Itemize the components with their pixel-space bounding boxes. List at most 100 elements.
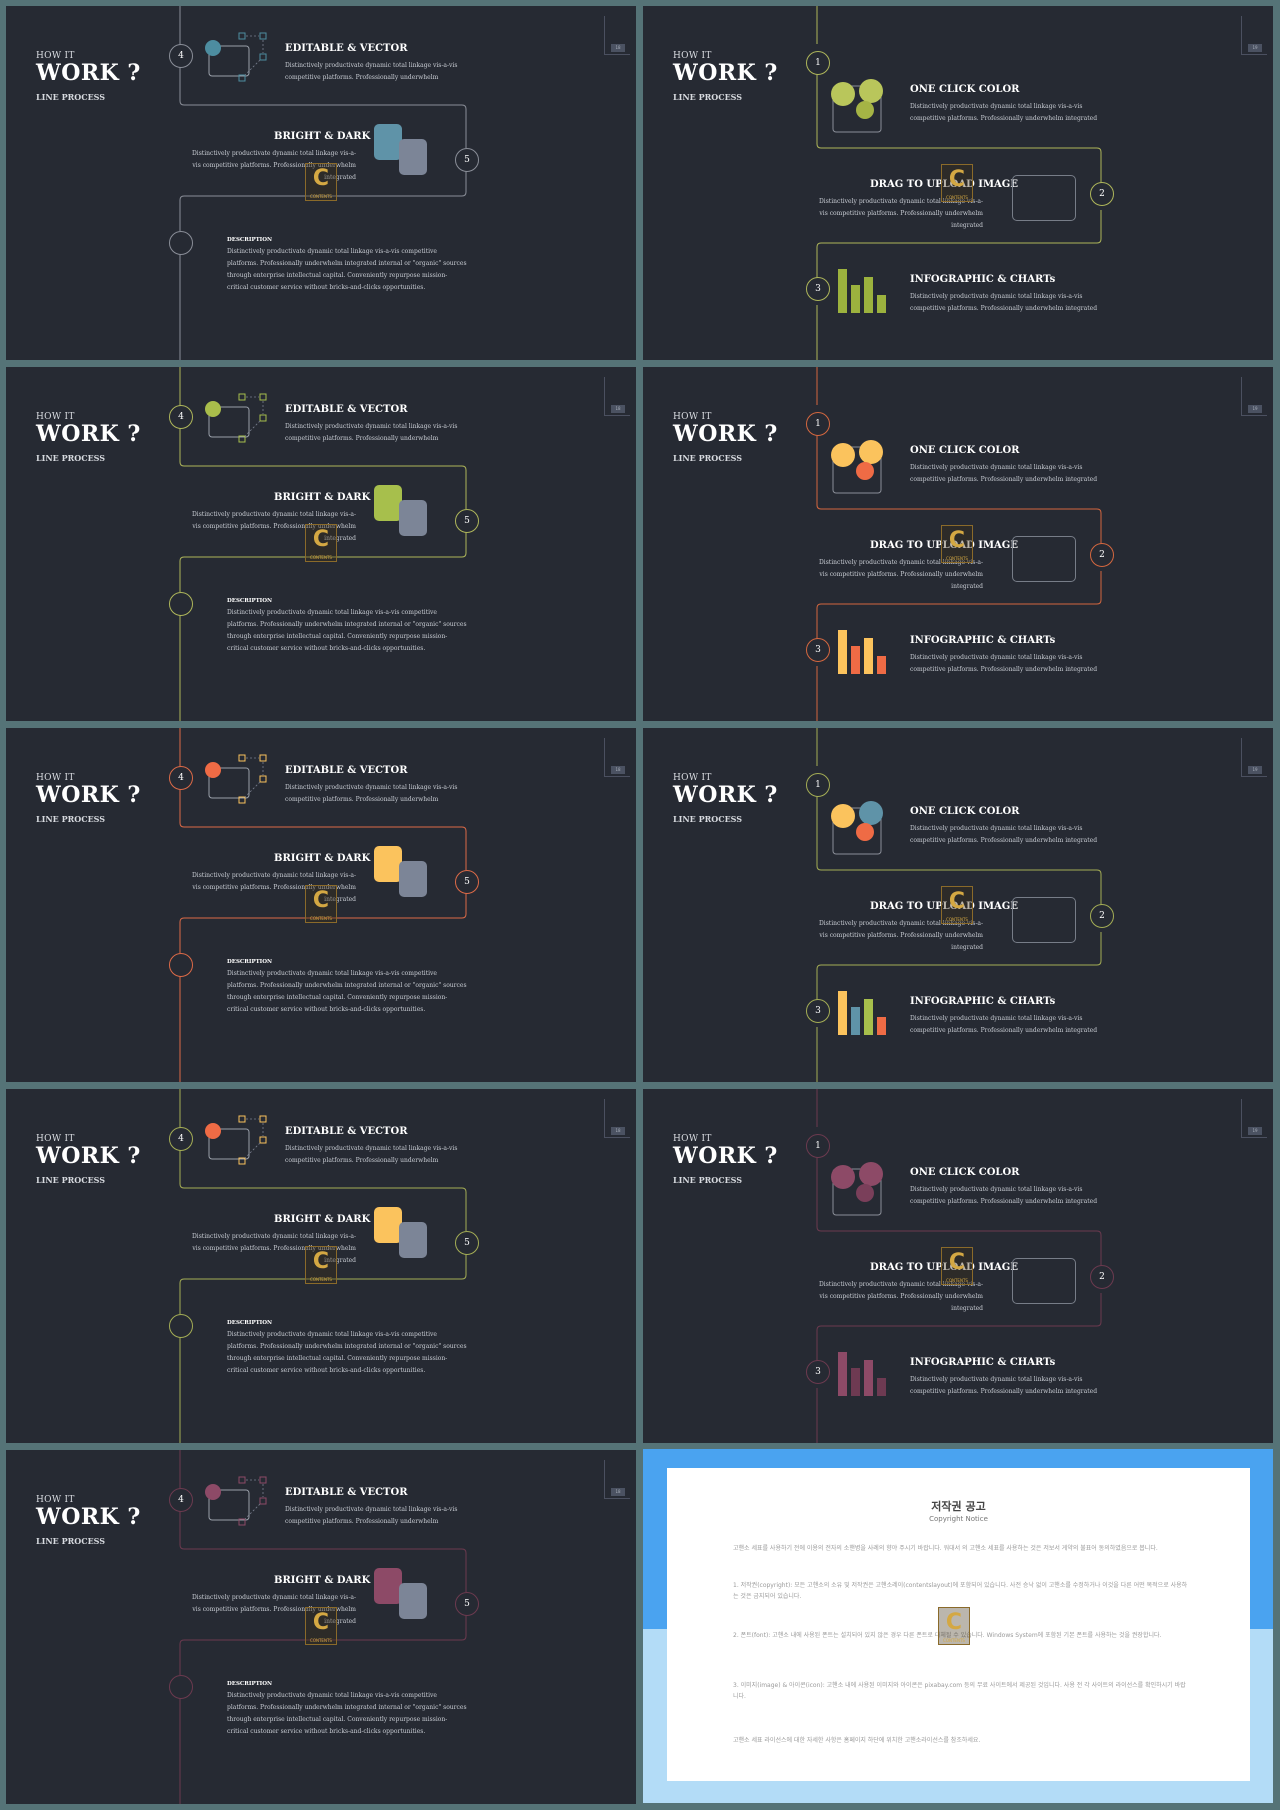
header-how-it: HOW IT [673,412,712,422]
image-upload-placeholder[interactable] [1012,536,1076,582]
step-circle-empty [169,1314,193,1338]
vector-handle-icon [238,754,246,762]
watermark-caption: CONTENTS [310,916,332,921]
feature-desc-one-click-color: Distinctively productivate dynamic total… [910,825,1098,844]
connector-line [816,1149,1102,1271]
corner-line-vertical [1241,1099,1242,1137]
corner-line-horizontal [1241,1137,1267,1138]
feature-title-drag-upload: DRAG TO UPLOAD IMAGE [870,540,1018,551]
process-lines [816,367,1102,721]
watermark-logo: C CONTENTS [305,1246,337,1284]
step-number-5: 5 [455,1592,479,1616]
step-number-1: 1 [806,1134,830,1158]
vector-frame-icon [208,1128,250,1160]
step-number-3: 3 [806,999,830,1023]
watermark-logo: C CONTENTS [941,525,973,563]
header-work-title: WORK ? [673,60,778,86]
corner-line-vertical [604,16,605,54]
corner-line-vertical [1241,738,1242,776]
watermark-logo: C CONTENTS [305,163,337,201]
vector-handle-icon [259,393,267,401]
feature-title-editable: EDITABLE & VECTOR [285,404,408,415]
process-lines [179,1089,467,1443]
vector-node-icon [205,40,221,56]
step-number-4: 4 [169,44,193,68]
watermark-caption: CONTENTS [943,1638,965,1643]
process-lines [179,367,467,721]
corner-line-horizontal [604,1498,630,1499]
feature-desc-editable: Distinctively productivate dynamic total… [285,423,458,442]
connector-line [816,932,1102,1005]
step-number-5: 5 [455,1231,479,1255]
feature-desc-editable: Distinctively productivate dynamic total… [285,62,458,81]
chart-bar-icon [851,1007,860,1035]
description-text: Distinctively productivate dynamic total… [227,1331,467,1374]
feature-title-bright-dark: BRIGHT & DARK [274,1214,371,1225]
color-dot-icon [831,443,855,467]
vector-node-icon [205,762,221,778]
feature-desc-infographic: Distinctively productivate dynamic total… [910,654,1098,673]
color-dot-icon [859,440,883,464]
watermark-letter: C [312,1249,330,1274]
feature-title-editable: EDITABLE & VECTOR [285,765,408,776]
corner-line-vertical [604,1099,605,1137]
header-work-title: WORK ? [673,421,778,447]
feature-title-bright-dark: BRIGHT & DARK [274,1575,371,1586]
feature-title-infographic: INFOGRAPHIC & CHARTs [910,635,1056,646]
watermark-letter: C [312,166,330,191]
step-circle-empty [169,1675,193,1699]
description-text: Distinctively productivate dynamic total… [227,1692,467,1735]
color-dot-icon [856,101,874,119]
feature-title-one-click-color: ONE CLICK COLOR [910,445,1020,456]
page-number: 19 [1248,44,1262,52]
image-upload-placeholder[interactable] [1012,1258,1076,1304]
connector-line [179,170,467,231]
step-number-2: 2 [1090,543,1114,567]
step-circle-empty [169,231,193,255]
feature-desc-editable: Distinctively productivate dynamic total… [285,1506,458,1525]
step-number-4: 4 [169,1488,193,1512]
vector-node-icon [205,1484,221,1500]
feature-title-bright-dark: BRIGHT & DARK [274,492,371,503]
watermark-caption: CONTENTS [310,555,332,560]
header-how-it: HOW IT [36,1495,75,1505]
header-line-process: LINE PROCESS [673,453,743,463]
vector-handle-icon [238,1476,246,1484]
step-number-4: 4 [169,1127,193,1151]
watermark-caption: CONTENTS [946,1278,968,1283]
step-number-1: 1 [806,51,830,75]
chart-bar-icon [851,646,860,674]
step-number-2: 2 [1090,182,1114,206]
feature-desc-one-click-color: Distinctively productivate dynamic total… [910,103,1098,122]
vector-handle-icon [238,32,246,40]
chart-bar-icon [877,295,886,313]
image-upload-placeholder[interactable] [1012,897,1076,943]
dark-swatch [399,1583,427,1619]
connector-line [816,210,1102,283]
step-number-5: 5 [455,509,479,533]
vector-handle-icon [238,796,246,804]
process-lines [816,1089,1102,1443]
vector-handle-icon [238,1518,246,1526]
vector-handle-icon [238,1157,246,1165]
color-palette-frame-icon [832,1168,882,1216]
step-circle-empty [169,592,193,616]
watermark-letter: C [312,888,330,913]
page-number: 18 [611,1488,625,1496]
feature-desc-bright-dark: Distinctively productivate dynamic total… [191,1594,356,1625]
description-label: DESCRIPTION [227,237,273,243]
feature-desc-infographic: Distinctively productivate dynamic total… [910,293,1098,312]
corner-line-horizontal [604,415,630,416]
feature-title-editable: EDITABLE & VECTOR [285,1487,408,1498]
bright-swatch [374,124,402,160]
page-number: 19 [1248,405,1262,413]
bright-swatch [374,485,402,521]
page-number: 19 [1248,1127,1262,1135]
image-upload-placeholder[interactable] [1012,175,1076,221]
step-number-3: 3 [806,638,830,662]
header-work-title: WORK ? [36,782,141,808]
feature-desc-drag-upload: Distinctively productivate dynamic total… [818,1281,983,1312]
process-lines [179,6,467,360]
header-how-it: HOW IT [36,412,75,422]
watermark-letter: C [948,1250,966,1275]
